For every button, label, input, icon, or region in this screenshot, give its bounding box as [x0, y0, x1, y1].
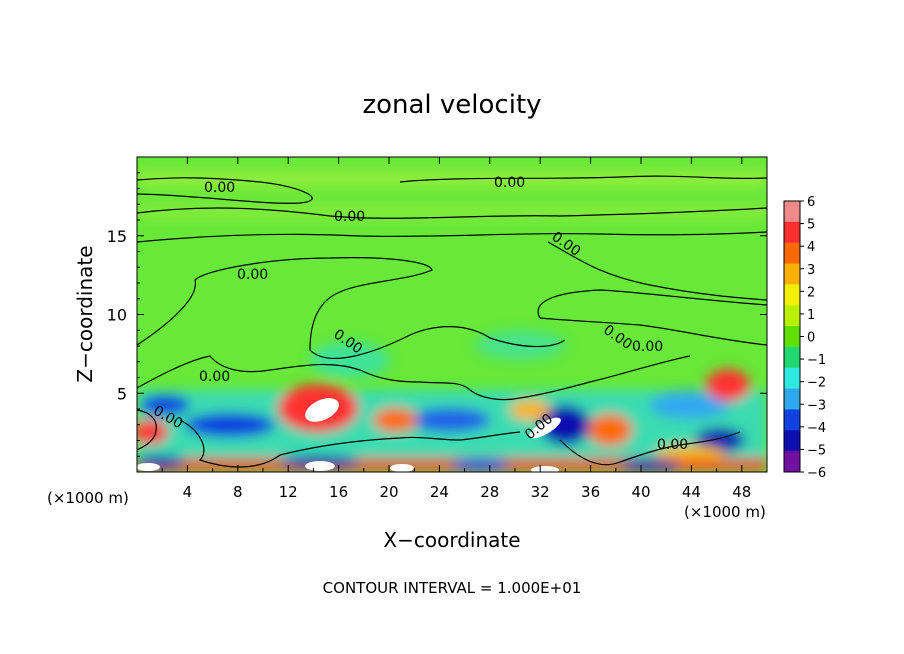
- colorbar-label: 6: [807, 195, 815, 210]
- contour-mid-left: [137, 257, 566, 359]
- heatmap-blobs: 0.00 0.00 0.00 0.00 0.00 0.00 0.00 0.00 …: [137, 170, 767, 472]
- contour-top-1: [137, 177, 313, 204]
- blue-mid: [410, 408, 490, 432]
- colorbar-swatch: [784, 346, 800, 369]
- x-tick-label: 24: [430, 483, 449, 501]
- contour-top-2: [399, 175, 767, 183]
- contour-label-1: 0.00: [204, 180, 235, 196]
- orange-30: [510, 400, 550, 420]
- blue-left: [140, 395, 190, 415]
- contour-left-edge: [137, 409, 157, 451]
- colorbar-label: 0: [807, 331, 815, 346]
- colorbar-swatch: [784, 263, 800, 285]
- contour-band-1: [137, 231, 767, 243]
- colorbar-label: −5: [807, 443, 826, 458]
- x-tick-label: 44: [682, 483, 701, 501]
- bottom-blue-3: [450, 459, 510, 471]
- colorbar-swatch: [784, 284, 800, 306]
- colorbar-swatch: [784, 388, 800, 410]
- contour-lines: [137, 175, 767, 468]
- white-bottom-1: [137, 463, 160, 471]
- x-tick-label: 20: [379, 483, 398, 501]
- blue-left-2: [185, 413, 275, 437]
- colorbar-swatch: [784, 221, 800, 244]
- contour-low-2: [179, 419, 521, 468]
- colorbar-swatch: [784, 201, 800, 223]
- contour-label-8: 0.00: [632, 339, 663, 355]
- x-tick-label: 40: [631, 483, 650, 501]
- white-bottom-4: [531, 466, 559, 472]
- x-axis-ticks: 4 8 12 16 20 24 28 32 36 40 44 48: [161, 157, 751, 501]
- contour-top-3: [137, 207, 767, 219]
- x-tick-label: 48: [732, 483, 751, 501]
- x-unit-left: (×1000 m): [47, 489, 129, 507]
- contour-label-12: 0.00: [657, 437, 688, 453]
- colorbar-swatch: [784, 242, 800, 265]
- orange-38: [588, 414, 632, 446]
- colorbar-label: −4: [807, 421, 826, 436]
- x-tick-label: 4: [183, 483, 193, 501]
- contour-low-1: [137, 355, 691, 401]
- colorbar-label: −3: [807, 398, 826, 413]
- colorbar-label: 1: [807, 308, 815, 323]
- x-tick-label: 28: [480, 483, 499, 501]
- x-unit-right: (×1000 m): [684, 503, 766, 521]
- colorbar-label: −6: [807, 466, 826, 481]
- x-tick-label: 32: [531, 483, 550, 501]
- colorbar: 6 5 4 3 2 1 0 −1 −2 −3 −4 −5 −6: [783, 195, 826, 481]
- blue-right: [650, 391, 730, 419]
- colorbar-swatch: [784, 409, 800, 431]
- x-tick-label: 8: [233, 483, 243, 501]
- x-tick-label: 12: [279, 483, 298, 501]
- contour-interval-note: CONTOUR INTERVAL = 1.000E+01: [323, 579, 582, 597]
- colorbar-label: −2: [807, 376, 826, 391]
- white-saturation-14: [305, 398, 339, 422]
- y-tick-label: 10: [107, 306, 127, 325]
- y-tick-label: 15: [107, 227, 127, 246]
- chart-title: zonal velocity: [362, 90, 541, 120]
- colorbar-label: 2: [807, 285, 815, 300]
- red-46: [706, 369, 750, 401]
- white-bottom-3: [390, 464, 414, 472]
- blue-right-2: [695, 428, 745, 452]
- colorbar-swatch: [784, 451, 800, 473]
- contour-label-9: 0.00: [199, 369, 230, 385]
- contour-low-3: [559, 431, 741, 466]
- colorbar-label: 3: [807, 263, 815, 278]
- mid-cyan-1: [310, 342, 390, 378]
- colorbar-swatch: [784, 430, 800, 452]
- colorbar-swatch: [784, 305, 800, 327]
- upper-band-2: [137, 205, 767, 219]
- colorbar-swatch: [784, 367, 800, 390]
- y-tick-label: 5: [117, 384, 127, 403]
- dark-blue-32: [540, 405, 590, 445]
- colorbar-label: −1: [807, 353, 826, 368]
- red-left-edge: [137, 420, 168, 444]
- colorbar-swatch: [784, 326, 800, 348]
- contour-label-2: 0.00: [494, 175, 525, 191]
- plot-area: 0.00 0.00 0.00 0.00 0.00 0.00 0.00 0.00 …: [107, 156, 768, 501]
- contour-mid-right: [537, 241, 767, 346]
- colorbar-label: 5: [807, 218, 815, 233]
- colorbar-label: 4: [807, 240, 815, 255]
- x-tick-label: 16: [329, 483, 348, 501]
- white-bottom-2: [305, 461, 335, 471]
- x-tick-label: 36: [581, 483, 600, 501]
- y-axis-label: Z−coordinate: [73, 245, 97, 382]
- contour-label-3: 0.00: [334, 209, 365, 225]
- y-axis-ticks: 5 10 15: [107, 172, 767, 457]
- orange-20: [373, 408, 417, 432]
- white-saturation-32: [529, 417, 561, 439]
- bottom-blue-4: [620, 459, 680, 471]
- contour-label-4: 0.00: [237, 267, 268, 283]
- x-axis-label: X−coordinate: [383, 528, 520, 552]
